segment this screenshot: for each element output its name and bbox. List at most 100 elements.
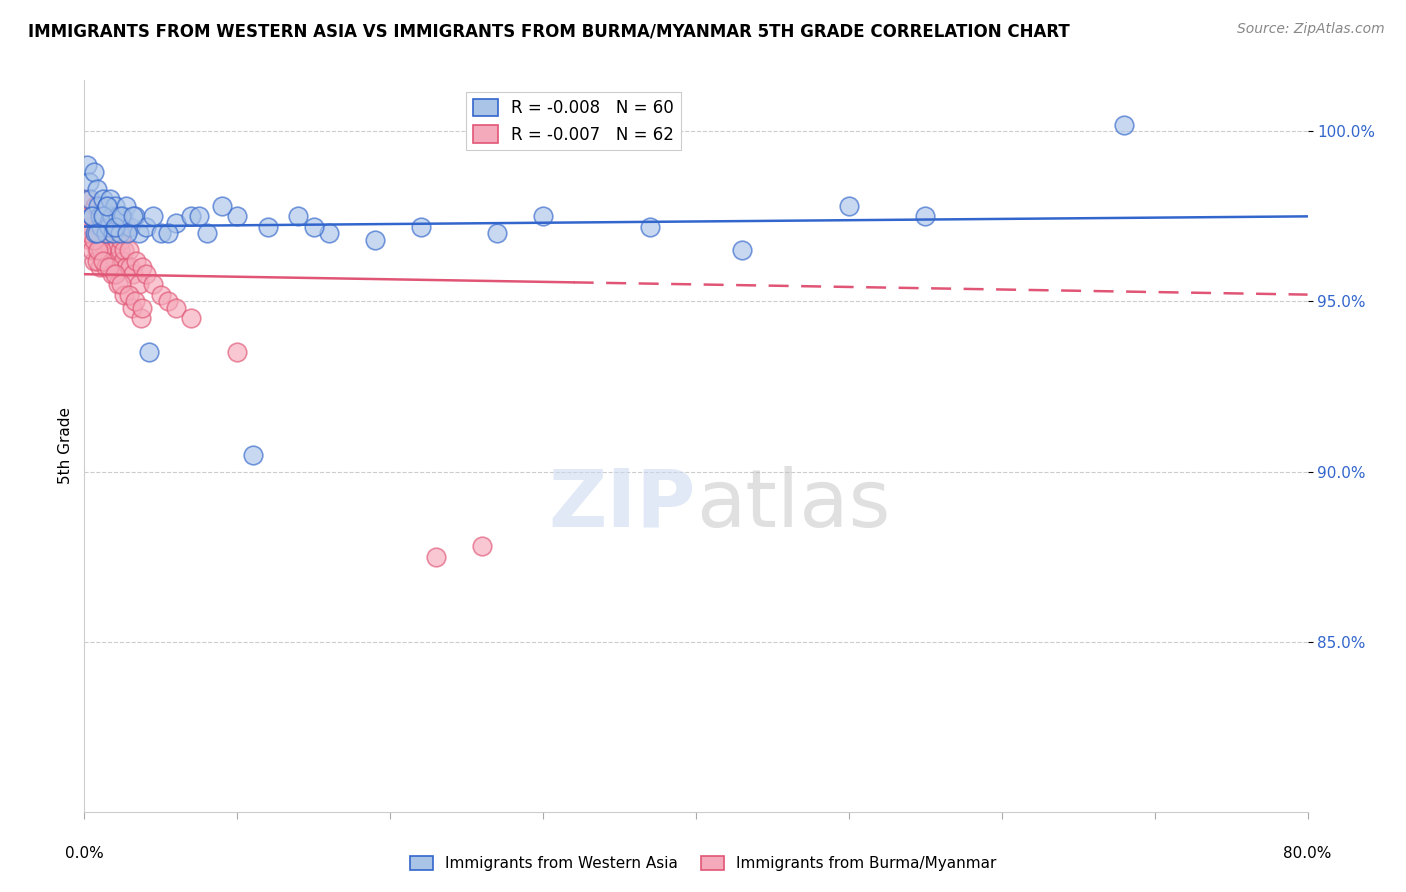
Point	[111, 253, 134, 268]
Point	[135, 219, 157, 234]
Point	[105, 253, 128, 268]
Point	[638, 219, 661, 234]
Point	[94, 227, 117, 241]
Point	[94, 260, 117, 275]
Point	[97, 260, 120, 275]
Point	[101, 233, 124, 247]
Point	[257, 219, 280, 234]
Point	[120, 219, 142, 234]
Point	[90, 244, 112, 258]
Point	[157, 227, 180, 241]
Point	[77, 227, 100, 241]
Point	[104, 219, 127, 234]
Legend: R = -0.008   N = 60, R = -0.007   N = 62: R = -0.008 N = 60, R = -0.007 N = 62	[467, 92, 681, 150]
Point	[180, 210, 202, 224]
Point	[107, 277, 129, 292]
Point	[287, 210, 309, 224]
Point	[80, 210, 103, 224]
Point	[124, 210, 146, 224]
Point	[120, 260, 142, 275]
Point	[80, 210, 103, 224]
Point	[83, 253, 105, 268]
Point	[409, 219, 432, 234]
Point	[125, 253, 148, 268]
Point	[110, 210, 132, 224]
Point	[142, 210, 165, 224]
Point	[242, 448, 264, 462]
Point	[98, 192, 121, 206]
Point	[105, 219, 128, 234]
Point	[94, 244, 117, 258]
Point	[103, 227, 125, 241]
Point	[531, 210, 554, 224]
Point	[142, 277, 165, 292]
Point	[103, 227, 125, 241]
Point	[90, 210, 112, 224]
Point	[226, 210, 249, 224]
Point	[135, 267, 157, 281]
Point	[188, 210, 211, 224]
Point	[84, 199, 107, 213]
Point	[211, 199, 233, 213]
Point	[364, 233, 387, 247]
Point	[731, 244, 754, 258]
Legend: Immigrants from Western Asia, Immigrants from Burma/Myanmar: Immigrants from Western Asia, Immigrants…	[404, 849, 1002, 877]
Point	[93, 210, 115, 224]
Point	[91, 253, 114, 268]
Point	[91, 192, 114, 206]
Point	[118, 244, 141, 258]
Point	[115, 219, 138, 234]
Point	[96, 199, 118, 213]
Point	[104, 244, 127, 258]
Point	[77, 219, 100, 234]
Point	[83, 165, 105, 179]
Point	[226, 345, 249, 359]
Point	[96, 199, 118, 213]
Point	[104, 199, 127, 213]
Point	[80, 244, 103, 258]
Point	[157, 294, 180, 309]
Point	[108, 227, 131, 241]
Point	[318, 227, 340, 241]
Point	[131, 260, 153, 275]
Point	[165, 216, 187, 230]
Point	[111, 210, 134, 224]
Point	[425, 549, 447, 564]
Point	[79, 233, 101, 247]
Point	[112, 287, 135, 301]
Point	[91, 210, 114, 224]
Point	[165, 301, 187, 316]
Point	[149, 287, 172, 301]
Point	[101, 210, 124, 224]
Y-axis label: 5th Grade: 5th Grade	[58, 408, 73, 484]
Point	[84, 227, 107, 241]
Point	[104, 267, 127, 281]
Point	[90, 219, 112, 234]
Point	[89, 260, 111, 275]
Text: atlas: atlas	[696, 466, 890, 543]
Point	[87, 199, 110, 213]
Point	[914, 210, 936, 224]
Text: IMMIGRANTS FROM WESTERN ASIA VS IMMIGRANTS FROM BURMA/MYANMAR 5TH GRADE CORRELAT: IMMIGRANTS FROM WESTERN ASIA VS IMMIGRAN…	[28, 22, 1070, 40]
Point	[107, 227, 129, 241]
Point	[838, 199, 860, 213]
Point	[180, 311, 202, 326]
Point	[86, 244, 108, 258]
Point	[77, 175, 100, 189]
Point	[138, 345, 160, 359]
Point	[91, 233, 114, 247]
Point	[122, 267, 145, 281]
Point	[101, 267, 124, 281]
Point	[114, 260, 136, 275]
Point	[76, 192, 98, 206]
Point	[76, 158, 98, 172]
Point	[112, 244, 135, 258]
Point	[131, 301, 153, 316]
Point	[108, 244, 131, 258]
Point	[98, 210, 121, 224]
Point	[97, 253, 120, 268]
Point	[86, 227, 108, 241]
Text: Source: ZipAtlas.com: Source: ZipAtlas.com	[1237, 22, 1385, 37]
Point	[86, 182, 108, 196]
Text: ZIP: ZIP	[548, 466, 696, 543]
